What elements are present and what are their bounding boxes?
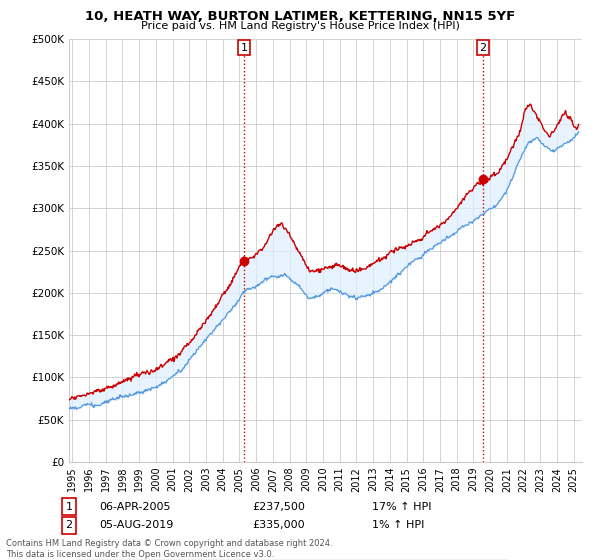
Text: Price paid vs. HM Land Registry's House Price Index (HPI): Price paid vs. HM Land Registry's House … xyxy=(140,21,460,31)
Text: 05-AUG-2019: 05-AUG-2019 xyxy=(99,520,173,530)
Text: £335,000: £335,000 xyxy=(252,520,305,530)
Text: 1: 1 xyxy=(241,43,247,53)
Text: £237,500: £237,500 xyxy=(252,502,305,512)
Text: 06-APR-2005: 06-APR-2005 xyxy=(99,502,170,512)
Text: 2: 2 xyxy=(479,43,487,53)
Text: 1% ↑ HPI: 1% ↑ HPI xyxy=(372,520,424,530)
Text: 2: 2 xyxy=(65,520,73,530)
Text: 1: 1 xyxy=(65,502,73,512)
Text: 17% ↑ HPI: 17% ↑ HPI xyxy=(372,502,431,512)
Text: 10, HEATH WAY, BURTON LATIMER, KETTERING, NN15 5YF: 10, HEATH WAY, BURTON LATIMER, KETTERING… xyxy=(85,10,515,23)
Text: Contains HM Land Registry data © Crown copyright and database right 2024.
This d: Contains HM Land Registry data © Crown c… xyxy=(6,539,332,559)
